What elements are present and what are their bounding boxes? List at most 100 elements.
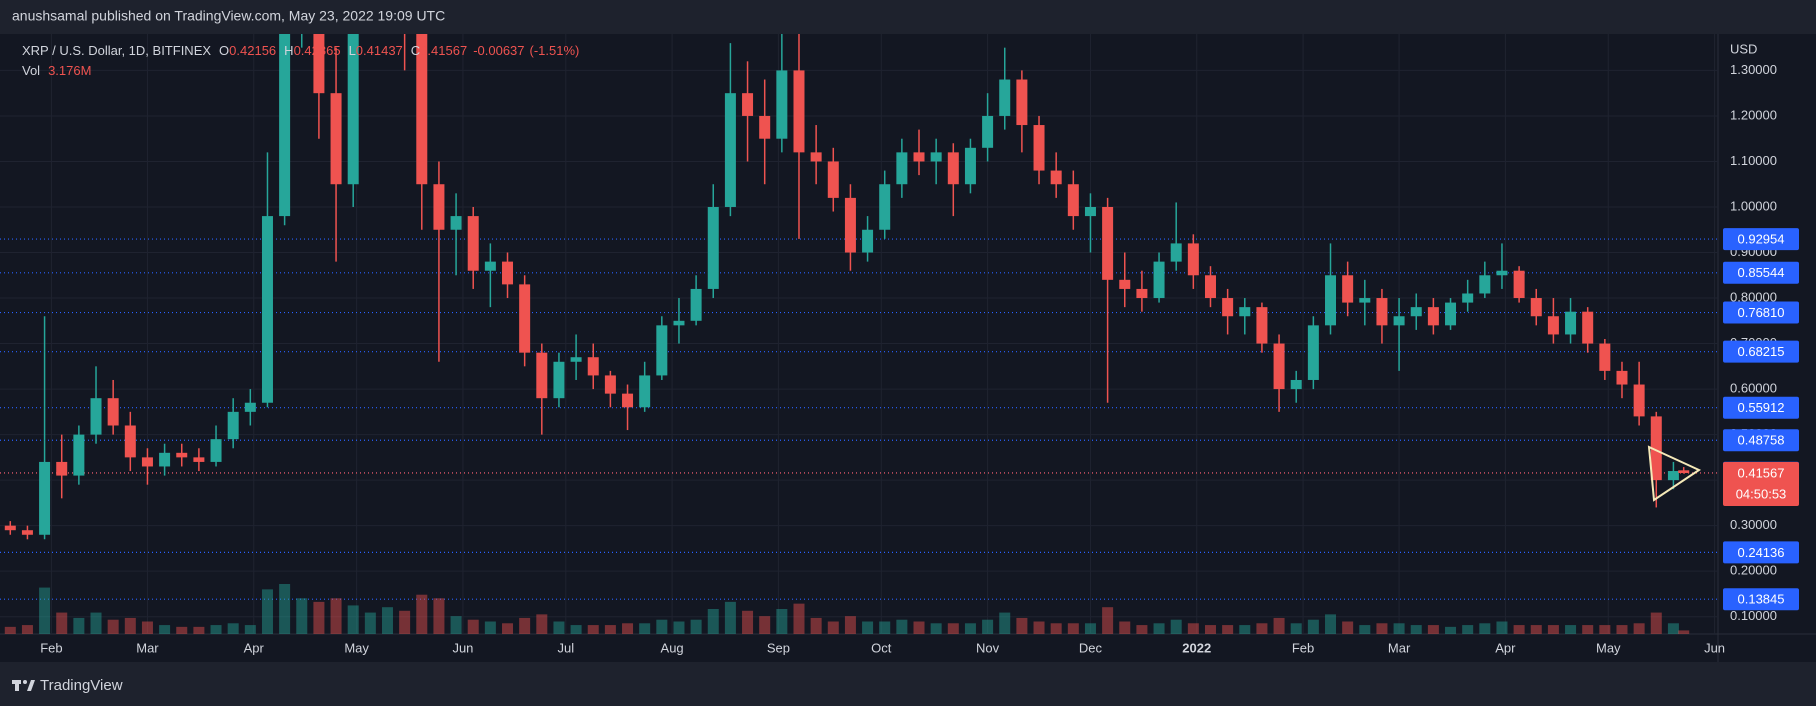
legend-item: L [349,43,356,58]
x-tick-label: Nov [976,640,1000,655]
y-tick-label: 1.20000 [1730,107,1777,122]
volume-bar [553,621,565,634]
volume-bar [656,619,668,634]
level-label: 0.92954 [1738,232,1785,247]
y-tick-label: 0.20000 [1730,563,1777,578]
volume-bar [502,623,514,634]
candle-body [1530,298,1542,317]
level-label: 0.48758 [1738,433,1785,448]
legend-item: Vol [22,63,40,78]
countdown: 04:50:53 [1736,486,1787,501]
volume-bar [1678,630,1690,634]
volume-bar [159,625,171,634]
legend: XRP / U.S. Dollar, 1D, BITFINEX O0.42156 H… [22,43,579,78]
volume-bar [1462,625,1474,634]
volume-bar [1170,619,1182,634]
candle-body [1513,270,1525,299]
volume-bar [913,621,925,634]
candle-body [1427,307,1439,326]
candle-body [21,530,33,535]
candle-body [1445,302,1457,326]
candle-body [193,457,205,462]
volume-bar [1256,623,1268,634]
volume-bar [1307,619,1319,634]
legend-item: O [219,43,229,58]
candle-body [261,216,273,403]
volume-bar [724,601,736,634]
candle-body [176,452,188,458]
candle-body [1410,307,1422,317]
volume-bar [1342,621,1354,634]
volume-bar [793,603,805,634]
candle-body [1479,275,1491,294]
time-axis-area [0,634,1816,662]
volume-bar [622,623,634,634]
volume-bar [1479,623,1491,634]
volume-bar [1273,617,1285,634]
volume-bar [1445,626,1457,634]
x-tick-label: Oct [871,640,892,655]
volume-bar [1084,623,1096,634]
candle-body [656,325,668,376]
volume-bar [124,617,136,634]
volume-bar [810,617,822,634]
plot-area [0,34,1718,634]
x-tick-label: Sep [767,640,790,655]
volume-bar [4,626,16,634]
candle-body [433,184,445,230]
volume-bar [536,614,548,634]
volume-bar [604,625,616,634]
candle-body [1547,316,1559,335]
candle-body [1067,184,1079,217]
y-tick-label: 0.30000 [1730,517,1777,532]
legend-item: -0.00637 [473,43,524,58]
footer-brand: TradingView [40,677,123,694]
candle-body [1496,270,1508,276]
candle-body [1187,243,1199,276]
level-label: 0.13845 [1738,592,1785,607]
candle-body [450,216,462,230]
level-box [1723,301,1799,324]
volume-bar [1239,625,1251,634]
candle-body [159,452,171,467]
volume-bar [879,621,891,634]
legend-item: 0.42865 [294,43,341,58]
candle-body [467,216,479,271]
volume-bar [347,605,359,634]
volume-bar [1393,623,1405,634]
level-label: 0.55912 [1738,400,1785,415]
candle-body [1102,206,1114,280]
level-box [1723,541,1799,564]
y-tick-label: 0.60000 [1730,381,1777,396]
candle-body [90,398,102,435]
candle-body [1256,307,1268,344]
y-tick-label: 1.10000 [1730,153,1777,168]
candle-body [210,439,222,462]
candle-body [1170,243,1182,262]
volume-bar [364,612,376,634]
volume-bar [673,621,685,634]
volume-bar [570,625,582,634]
candle-body [1084,206,1096,217]
footer-logo [12,680,35,691]
volume-bar [776,609,788,634]
price-label: 0.41567 [1738,465,1785,480]
volume-bar [21,625,33,634]
candle-body [107,398,119,426]
volume-bar [1599,625,1611,634]
legend-item: C [411,43,420,58]
volume-bar [1410,625,1422,634]
candle-body [1633,384,1645,417]
candle-body [73,434,85,476]
candle-body [673,320,685,326]
candle-body [1599,343,1611,371]
candle-body [793,70,805,153]
volume-bar [141,621,153,634]
volume-bar [227,623,239,634]
x-tick-label: Jul [557,640,574,655]
x-tick-label: Mar [136,640,159,655]
candle-body [484,261,496,271]
volume-bar [467,619,479,634]
volume-bar [930,623,942,634]
